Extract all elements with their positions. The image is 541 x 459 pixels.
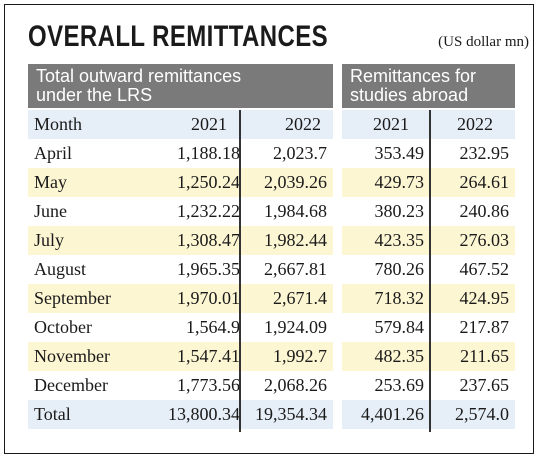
study-2021-cell: 579.84 [374, 317, 425, 337]
header-remittances-studies-abroad: Remittances for studies abroad [342, 64, 515, 108]
study-2021-cell: 423.35 [374, 230, 425, 250]
study-2022-cell: 264.61 [459, 172, 510, 192]
table-row: May 1,250.24 2,039.26 429.73 264.61 [28, 168, 515, 197]
table-row: July 1,308.47 1,982.44 423.35 276.03 [28, 226, 515, 255]
lrs-2021-cell: 1,970.01 [177, 288, 240, 308]
study-2021-cell: 4,401.26 [361, 404, 424, 424]
column-header-month: Month [34, 114, 83, 134]
study-2022-cell: 2,574.0 [455, 404, 509, 424]
month-cell: May [34, 172, 67, 192]
header-right-line2: studies abroad [350, 85, 469, 105]
column-header-study-2021: 2021 [373, 114, 409, 134]
table-row: September 1,970.01 2,671.4 718.32 424.95 [28, 284, 515, 313]
lrs-2021-cell: 13,800.34 [168, 404, 240, 424]
lrs-2022-cell: 2,671.4 [273, 288, 327, 308]
month-cell: September [34, 288, 111, 308]
lrs-2021-cell: 1,965.35 [177, 259, 240, 279]
column-divider-lrs [239, 110, 241, 432]
lrs-2021-cell: 1,188.18 [177, 143, 240, 163]
lrs-2022-cell: 1,984.68 [264, 201, 327, 221]
month-cell: October [34, 317, 92, 337]
study-2021-cell: 482.35 [374, 346, 425, 366]
column-header-lrs-2021: 2021 [191, 114, 227, 134]
lrs-2021-cell: 1,232.22 [177, 201, 240, 221]
column-header-row: Month 2021 2022 2021 2022 [28, 110, 515, 139]
header-total-outward-remittances: Total outward remittances under the LRS [28, 64, 333, 108]
lrs-2021-cell: 1,250.24 [177, 172, 240, 192]
header-left-line1: Total outward remittances [36, 66, 242, 86]
table-row: August 1,965.35 2,667.81 780.26 467.52 [28, 255, 515, 284]
lrs-2021-cell: 1,564.9 [186, 317, 240, 337]
lrs-2022-cell: 1,992.7 [273, 346, 327, 366]
study-2021-cell: 353.49 [374, 143, 425, 163]
table-row: April 1,188.18 2,023.7 353.49 232.95 [28, 139, 515, 168]
study-2021-cell: 429.73 [374, 172, 425, 192]
table-row: June 1,232.22 1,984.68 380.23 240.86 [28, 197, 515, 226]
lrs-2022-cell: 2,667.81 [264, 259, 327, 279]
study-2022-cell: 232.95 [459, 143, 510, 163]
lrs-2021-cell: 1,547.41 [177, 346, 240, 366]
study-2022-cell: 211.65 [460, 346, 509, 366]
lrs-2022-cell: 2,068.26 [264, 375, 327, 395]
lrs-2022-cell: 2,039.26 [264, 172, 327, 192]
total-row: Total 13,800.34 19,354.34 4,401.26 2,574… [28, 400, 515, 429]
lrs-2022-cell: 1,982.44 [264, 230, 327, 250]
table-row: October 1,564.9 1,924.09 579.84 217.87 [28, 313, 515, 342]
lrs-2022-cell: 1,924.09 [264, 317, 327, 337]
study-2021-cell: 718.32 [374, 288, 425, 308]
month-cell: July [34, 230, 65, 250]
month-cell: August [34, 259, 87, 279]
column-header-lrs-2022: 2022 [285, 114, 321, 134]
lrs-2021-cell: 1,308.47 [177, 230, 240, 250]
unit-label: (US dollar mn) [438, 34, 529, 50]
month-cell: December [34, 375, 108, 395]
month-cell: June [34, 201, 67, 221]
study-2021-cell: 253.69 [374, 375, 425, 395]
lrs-2021-cell: 1,773.56 [177, 375, 240, 395]
study-2022-cell: 276.03 [459, 230, 510, 250]
table-row: December 1,773.56 2,068.26 253.69 237.65 [28, 371, 515, 400]
header-left-line2: under the LRS [36, 85, 153, 105]
study-2022-cell: 467.52 [459, 259, 510, 279]
column-header-study-2022: 2022 [457, 114, 493, 134]
month-cell: April [34, 143, 72, 163]
study-2022-cell: 217.87 [459, 317, 510, 337]
lrs-2022-cell: 19,354.34 [255, 404, 327, 424]
column-divider-study [429, 110, 431, 432]
page-title: OVERALL REMITTANCES [28, 20, 329, 53]
study-2022-cell: 240.86 [459, 201, 510, 221]
header-right-line1: Remittances for [350, 66, 477, 86]
table-row: November 1,547.41 1,992.7 482.35 211.65 [28, 342, 515, 371]
month-cell: Total [34, 404, 71, 424]
study-2022-cell: 237.65 [459, 375, 510, 395]
lrs-2022-cell: 2,023.7 [273, 143, 327, 163]
study-2021-cell: 780.26 [374, 259, 425, 279]
month-cell: November [34, 346, 110, 366]
study-2022-cell: 424.95 [459, 288, 510, 308]
study-2021-cell: 380.23 [374, 201, 425, 221]
